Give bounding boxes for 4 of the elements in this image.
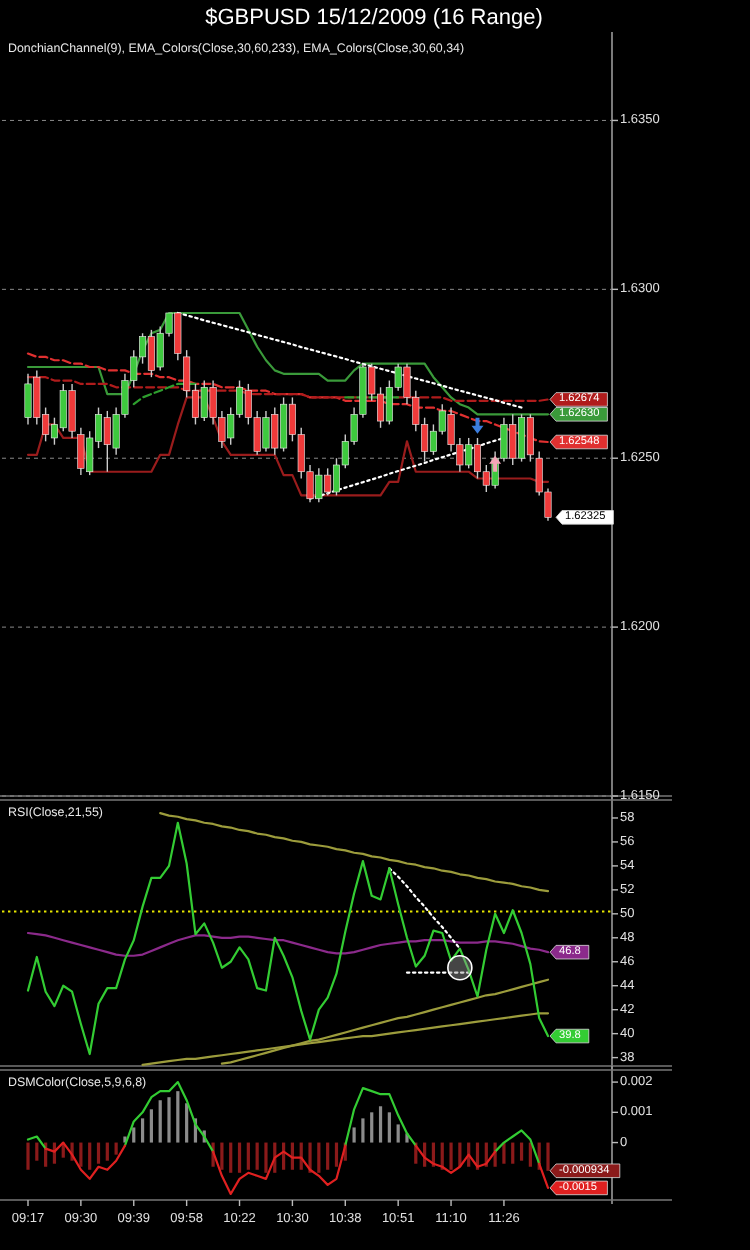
line-series (159, 812, 550, 893)
chart-title: $GBPUSD 15/12/2009 (16 Range) (205, 6, 543, 30)
line-series (388, 867, 461, 950)
candlestick (526, 413, 534, 463)
